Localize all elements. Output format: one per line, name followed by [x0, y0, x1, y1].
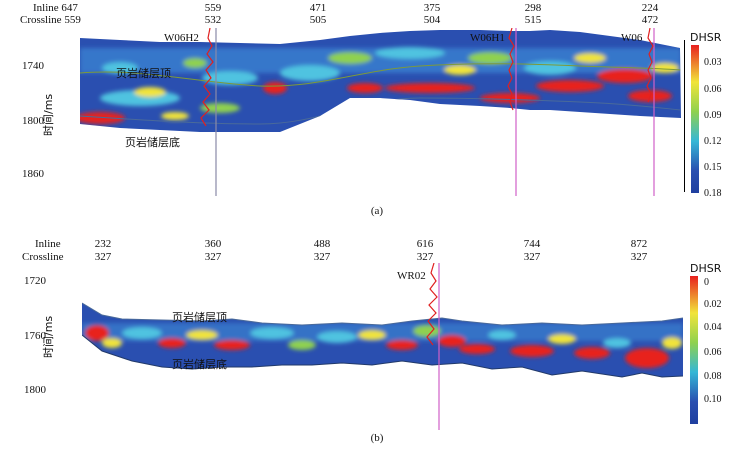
inline-first-value: 647: [61, 2, 78, 14]
inline-tick: 471: [309, 2, 327, 14]
panel-b: Inline Crossline 232 360 488 616 744 872…: [0, 226, 751, 450]
crossline-first-value: 559: [64, 14, 81, 26]
colorbar-a: [691, 45, 699, 193]
seismic-attribute-image-a: [80, 28, 681, 196]
horizon-bottom-label: 页岩储层底: [172, 358, 227, 371]
well-label-wr02: WR02: [397, 270, 426, 282]
colorbar-tick: 0.10: [704, 394, 722, 405]
inline-tick: 488: [313, 238, 331, 250]
inline-tick: 559: [204, 2, 222, 14]
well-label-w06h2: W06H2: [164, 32, 199, 44]
crossline-tick: 327: [313, 251, 331, 263]
crossline-tick: 515: [524, 14, 542, 26]
inline-tick: 744: [523, 238, 541, 250]
crossline-tick: 327: [523, 251, 541, 263]
inline-tick: 232: [94, 238, 112, 250]
y-tick: 1760: [24, 330, 46, 342]
crossline-label: Crossline: [20, 14, 62, 26]
colorbar-tick: 0.18: [704, 188, 722, 199]
inline-tick: 298: [524, 2, 542, 14]
colorbar-tick: 0.06: [704, 84, 722, 95]
well-label-w06h1: W06H1: [470, 32, 505, 44]
caption-a: (a): [370, 205, 384, 217]
y-tick: 1740: [22, 60, 44, 72]
colorbar-tick: 0.15: [704, 162, 722, 173]
seismic-section-b: [82, 263, 683, 430]
crossline-tick: 472: [641, 14, 659, 26]
colorbar-b: [690, 276, 698, 424]
inline-tick: 224: [641, 2, 659, 14]
inline-header: Inline: [35, 238, 61, 250]
crossline-tick: 327: [630, 251, 648, 263]
well-label-w06: W06: [621, 32, 643, 44]
crossline-header: Crossline 559: [20, 14, 81, 26]
inline-tick: 360: [204, 238, 222, 250]
crossline-header: Crossline: [22, 251, 64, 263]
colorbar-tick: 0.12: [704, 136, 722, 147]
seismic-section-a: [80, 28, 681, 196]
colorbar-tick: 0.02: [704, 299, 722, 310]
colorbar-title: DHSR: [690, 31, 722, 44]
inline-tick: 872: [630, 238, 648, 250]
y-tick: 1800: [24, 384, 46, 396]
y-tick: 1860: [22, 168, 44, 180]
colorbar-tick: 0.08: [704, 371, 722, 382]
caption-b: (b): [370, 432, 384, 444]
horizon-bottom-label: 页岩储层底: [125, 136, 180, 149]
crossline-tick: 327: [94, 251, 112, 263]
crossline-tick: 327: [204, 251, 222, 263]
horizon-top-label: 页岩储层顶: [172, 311, 227, 324]
inline-tick: 375: [423, 2, 441, 14]
colorbar-tick: 0.03: [704, 57, 722, 68]
colorbar-tick: 0: [704, 277, 709, 288]
colorbar-axis-line: [684, 40, 685, 192]
panel-a: Inline 647 Crossline 559 559 471 375 298…: [20, 2, 722, 217]
y-tick: 1720: [24, 275, 46, 287]
inline-tick: 616: [416, 238, 434, 250]
inline-header: Inline 647: [33, 2, 78, 14]
colorbar-tick: 0.09: [704, 110, 722, 121]
crossline-tick: 532: [204, 14, 222, 26]
colorbar-title: DHSR: [690, 262, 722, 275]
colorbar-tick: 0.06: [704, 347, 722, 358]
crossline-tick: 327: [416, 251, 434, 263]
crossline-tick: 504: [423, 14, 441, 26]
inline-label: Inline: [33, 2, 59, 14]
seismic-attribute-image-b: [82, 263, 683, 430]
y-tick: 1800: [22, 115, 44, 127]
colorbar-tick: 0.04: [704, 322, 722, 333]
crossline-tick: 505: [309, 14, 327, 26]
horizon-top-label: 页岩储层顶: [116, 67, 171, 80]
